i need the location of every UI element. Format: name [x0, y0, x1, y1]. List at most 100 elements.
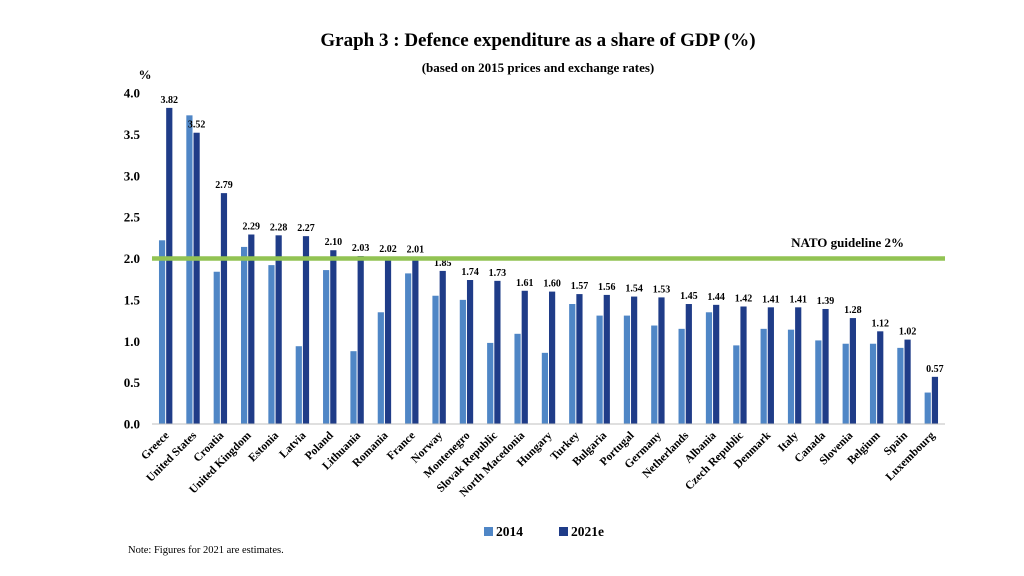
data-label-slovak-republic: 1.73: [489, 268, 507, 279]
y-tick-label: 3.0: [124, 168, 140, 183]
bar-2021e-norway: [439, 270, 446, 424]
y-tick-label: 3.5: [124, 127, 141, 142]
bar-2021e-slovak-republic: [494, 280, 501, 424]
bar-2014-turkey: [569, 304, 576, 424]
bar-2021e-portugal: [631, 296, 638, 424]
bar-2021e-denmark: [767, 307, 774, 424]
bar-2021e-estonia: [275, 235, 282, 424]
data-label-denmark: 1.41: [762, 294, 780, 305]
bar-2021e-latvia: [302, 236, 310, 424]
y-tick-label: 0.5: [124, 375, 141, 390]
bar-2021e-slovenia: [849, 318, 856, 424]
bar-2014-luxembourg: [924, 392, 931, 424]
bar-2014-france: [405, 273, 412, 424]
bar-2014-czech-republic: [733, 345, 740, 424]
legend-swatch-2021e: [559, 527, 568, 536]
data-label-lithuania: 2.03: [352, 243, 370, 254]
bar-2014-spain: [897, 347, 904, 424]
y-tick-label: 0.0: [124, 417, 140, 432]
bar-2021e-united-kingdom: [248, 234, 255, 424]
bar-2021e-bulgaria: [603, 294, 610, 424]
legend-label-2021e: 2021e: [571, 524, 604, 539]
data-label-slovenia: 1.28: [844, 305, 862, 316]
bar-2014-slovak-republic: [487, 342, 494, 424]
bar-2014-hungary: [541, 352, 548, 424]
bar-2021e-north-macedonia: [521, 290, 528, 424]
bar-2014-united-states: [186, 115, 193, 424]
data-label-hungary: 1.60: [543, 279, 561, 290]
bar-2014-portugal: [623, 315, 631, 424]
data-label-montenegro: 1.74: [461, 267, 479, 278]
data-label-bulgaria: 1.56: [598, 282, 616, 293]
data-label-spain: 1.02: [899, 327, 917, 338]
bar-2021e-germany: [658, 297, 665, 424]
bar-2021e-albania: [713, 304, 720, 424]
bar-2021e-united-states: [193, 132, 200, 424]
data-label-germany: 1.53: [653, 284, 671, 295]
bar-2021e-czech-republic: [740, 306, 747, 424]
bar-2014-latvia: [295, 346, 302, 424]
data-label-latvia: 2.27: [297, 223, 315, 234]
data-label-romania: 2.02: [379, 244, 397, 255]
y-tick-label: 1.0: [124, 334, 140, 349]
bar-2021e-romania: [384, 256, 392, 424]
data-label-luxembourg: 0.57: [926, 364, 944, 375]
bar-2014-denmark: [760, 328, 767, 424]
category-label-estonia: Estonia: [246, 429, 281, 464]
bar-2021e-hungary: [549, 291, 556, 424]
data-label-north-macedonia: 1.61: [516, 278, 534, 289]
bar-2021e-montenegro: [466, 280, 474, 424]
bar-2014-montenegro: [459, 299, 466, 424]
data-label-croatia: 2.79: [215, 180, 233, 191]
bar-2014-belgium: [869, 343, 877, 424]
chart-subtitle: (based on 2015 prices and exchange rates…: [422, 60, 655, 75]
data-label-portugal: 1.54: [625, 284, 643, 295]
data-label-turkey: 1.57: [571, 281, 589, 292]
bar-2014-estonia: [268, 265, 275, 424]
bar-2021e-france: [412, 257, 419, 424]
bar-2021e-lithuania: [357, 256, 364, 424]
chart-title: Graph 3 : Defence expenditure as a share…: [320, 30, 755, 51]
bar-2021e-spain: [904, 339, 911, 424]
bar-2021e-luxembourg: [931, 376, 939, 424]
bar-2021e-greece: [166, 107, 173, 425]
data-label-greece: 3.82: [161, 95, 179, 106]
bar-2021e-poland: [330, 250, 337, 424]
data-label-czech-republic: 1.42: [735, 293, 753, 304]
bar-2014-bulgaria: [596, 315, 603, 424]
bar-2014-poland: [323, 270, 330, 424]
bar-2014-north-macedonia: [514, 333, 521, 424]
bar-2014-croatia: [213, 271, 220, 424]
bar-2021e-italy: [795, 307, 802, 424]
category-label-italy: Italy: [776, 429, 801, 454]
data-label-united-states: 3.52: [188, 120, 206, 131]
bar-2021e-croatia: [220, 193, 228, 424]
bar-2014-slovenia: [842, 343, 849, 424]
data-label-italy: 1.41: [789, 294, 807, 305]
bar-2021e-belgium: [877, 331, 884, 424]
data-label-canada: 1.39: [817, 296, 835, 307]
data-label-france: 2.01: [407, 245, 425, 256]
chart-note: Note: Figures for 2021 are estimates.: [128, 545, 284, 556]
data-label-norway: 1.85: [434, 258, 452, 269]
bar-2014-canada: [815, 340, 822, 424]
y-tick-label: 2.5: [124, 210, 141, 225]
bar-2014-romania: [377, 312, 384, 424]
y-axis: 0.0 0.5 1.0 1.5 2.0 2.5 3.0 3.5 4.0: [124, 86, 141, 432]
bar-2021e-canada: [822, 308, 829, 424]
bar-2014-italy: [787, 329, 795, 424]
data-label-united-kingdom: 2.29: [243, 222, 261, 233]
bar-2014-norway: [432, 295, 439, 424]
y-tick-label: 4.0: [124, 86, 140, 101]
data-label-belgium: 1.12: [871, 318, 889, 329]
bar-2014-greece: [158, 240, 166, 424]
bars: [158, 107, 939, 425]
bar-2014-united-kingdom: [241, 246, 248, 424]
bar-2014-lithuania: [350, 351, 357, 424]
bar-2014-albania: [705, 312, 713, 424]
data-label-netherlands: 1.45: [680, 291, 698, 302]
bar-2014-germany: [651, 325, 658, 424]
y-tick-label: 2.0: [124, 251, 140, 266]
data-label-estonia: 2.28: [270, 222, 288, 233]
